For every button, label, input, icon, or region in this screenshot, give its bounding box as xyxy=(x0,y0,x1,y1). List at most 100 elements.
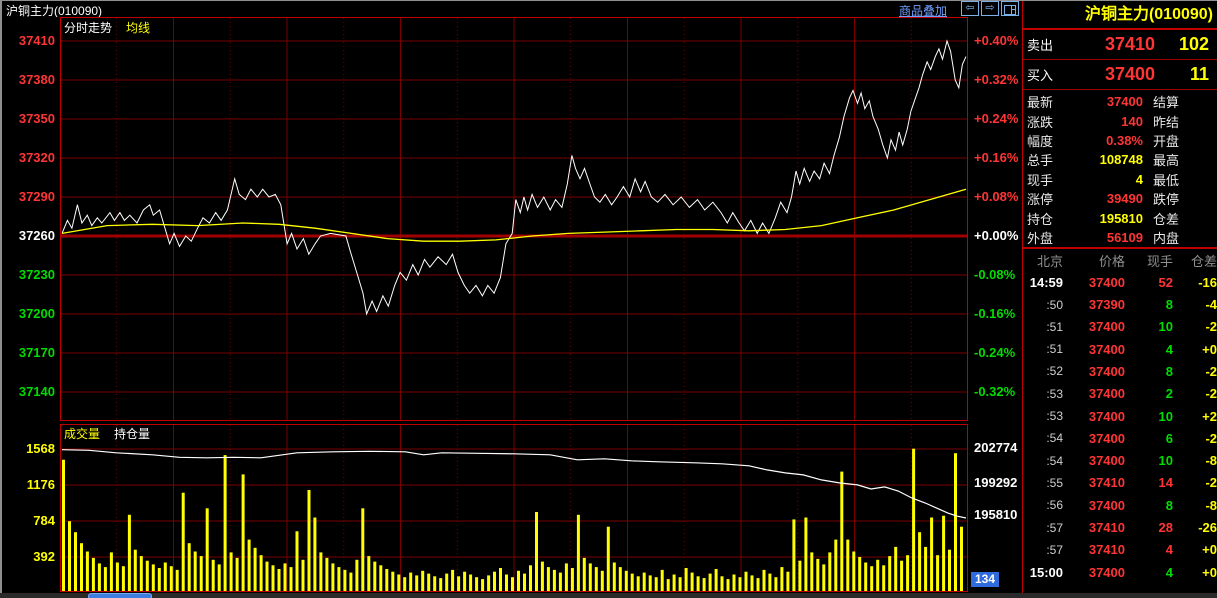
volume-bar xyxy=(960,526,963,591)
ask-row[interactable]: 卖出 37410 102 xyxy=(1023,30,1217,60)
tick-oi-delta: -2 xyxy=(1205,386,1217,402)
volume-chart-panel: 1568 1176 784 392 成交量 持仓量 202774 199292 195810… xyxy=(2,424,1021,592)
quote-row: 外盘 56109 内盘 xyxy=(1023,228,1217,247)
volume-bar xyxy=(684,568,688,591)
tick-row: :51 37400 4 +0 xyxy=(1023,338,1217,360)
volume-bar xyxy=(133,549,137,591)
volume-bar xyxy=(882,565,886,591)
tick-row: 15:00 37400 4 +0 xyxy=(1023,561,1217,583)
tick-oi-delta: -2 xyxy=(1205,430,1217,446)
price-axis-label: 37140 xyxy=(18,384,55,399)
volume-bar xyxy=(924,546,928,591)
volume-bar xyxy=(247,539,251,591)
intraday-chart-svg xyxy=(60,17,968,421)
percent-axis-label: +0.08% xyxy=(974,189,1019,204)
tick-price: 37400 xyxy=(1088,497,1125,513)
volume-bar xyxy=(505,574,508,591)
tick-time: :51 xyxy=(1046,342,1063,357)
tick-time: :55 xyxy=(1046,475,1063,490)
volume-bar xyxy=(139,556,143,591)
tick-volume: 6 xyxy=(1165,430,1173,446)
quote-label: 最新 xyxy=(1027,95,1054,111)
quote-row: 最新 37400 结算 xyxy=(1023,92,1217,111)
quote-row: 现手 4 最低 xyxy=(1023,170,1217,189)
volume-bar xyxy=(295,531,299,591)
volume-bar xyxy=(690,572,694,591)
volume-bar xyxy=(732,574,736,591)
open-interest-axis-label: 195810 xyxy=(974,507,1018,522)
tick-table-header: 北京 价格 现手 仓差 xyxy=(1023,249,1217,271)
volume-bar xyxy=(906,555,910,591)
volume-bar xyxy=(205,508,209,591)
volume-bar xyxy=(612,562,616,591)
volume-bar xyxy=(91,557,95,591)
tick-row: 14:59 37400 52 -16 xyxy=(1023,271,1217,293)
tick-volume: 2 xyxy=(1165,386,1173,402)
quote-label-right: 最低 xyxy=(1153,172,1180,188)
volume-bar xyxy=(552,569,556,591)
volume-bar xyxy=(918,532,922,591)
volume-bar xyxy=(265,561,269,591)
volume-bar xyxy=(331,563,335,591)
tick-oi-delta: +0 xyxy=(1202,341,1217,357)
overlay-link[interactable]: 商品叠加 xyxy=(898,4,947,18)
volume-bar xyxy=(523,573,526,591)
nav-buttons: ⇦ ⇨ xyxy=(961,1,1019,16)
volume-bar xyxy=(391,571,395,591)
back-arrow-icon[interactable]: ⇦ xyxy=(961,1,979,16)
volume-bar xyxy=(301,559,305,591)
window-frame-left xyxy=(0,0,2,593)
volume-bar xyxy=(163,562,167,591)
forward-arrow-icon[interactable]: ⇨ xyxy=(981,1,999,16)
percent-axis-label: +0.16% xyxy=(974,150,1019,165)
quote-panel-title: 沪铜主力(010090) xyxy=(1023,1,1217,30)
legend-volume: 成交量 xyxy=(64,427,101,441)
volume-bar xyxy=(852,551,856,591)
tick-time: :52 xyxy=(1046,364,1063,379)
quote-label: 总手 xyxy=(1027,153,1054,169)
volume-bar xyxy=(672,574,676,591)
volume-bar xyxy=(696,576,700,591)
tick-time: :57 xyxy=(1046,542,1063,557)
volume-bar xyxy=(654,577,658,591)
price-axis: 37410 37380 37350 37320 37290 37260 37230 37200… xyxy=(2,17,58,421)
tick-time: :54 xyxy=(1046,453,1063,468)
bottom-scroll-nub[interactable] xyxy=(88,593,152,598)
volume-bar xyxy=(109,552,113,591)
volume-bar xyxy=(618,567,622,591)
price-axis-label: 37320 xyxy=(18,150,55,165)
tick-volume: 4 xyxy=(1165,542,1173,558)
split-window-icon[interactable] xyxy=(1001,1,1019,16)
volume-bar xyxy=(283,563,287,591)
volume-bar xyxy=(325,557,329,591)
quote-value: 56109 xyxy=(1106,229,1143,245)
quote-label-right: 仓差 xyxy=(1153,211,1180,227)
volume-bar xyxy=(199,556,203,591)
volume-bar xyxy=(540,561,544,591)
quote-label: 持仓 xyxy=(1027,211,1054,227)
tick-time: 15:00 xyxy=(1029,564,1063,580)
bid-qty: 11 xyxy=(1189,64,1209,84)
tick-price: 37390 xyxy=(1088,297,1125,313)
bid-row[interactable]: 买入 37400 11 xyxy=(1023,60,1217,90)
price-axis-label: 37170 xyxy=(18,345,55,360)
volume-bar xyxy=(307,490,311,591)
contract-title: 沪铜主力(010090) xyxy=(6,4,103,18)
volume-bar xyxy=(954,453,957,591)
price-axis-label: 37200 xyxy=(18,306,55,321)
volume-bar xyxy=(816,558,820,591)
tick-volume: 14 xyxy=(1158,475,1173,491)
volume-bar xyxy=(145,560,149,591)
intraday-legend: 分时走势 均线 xyxy=(64,19,164,36)
volume-bar xyxy=(511,577,514,591)
volume-bar xyxy=(151,564,155,591)
volume-plot[interactable]: 成交量 持仓量 xyxy=(60,424,968,592)
volume-bar xyxy=(744,571,748,591)
intraday-plot[interactable]: 分时走势 均线 xyxy=(60,17,968,421)
price-axis-label: 37230 xyxy=(18,267,55,282)
quote-value: 39490 xyxy=(1106,191,1143,207)
tick-oi-delta: -8 xyxy=(1205,497,1217,513)
volume-bar xyxy=(127,514,131,591)
tick-volume: 4 xyxy=(1165,341,1173,357)
volume-bar xyxy=(630,573,634,591)
